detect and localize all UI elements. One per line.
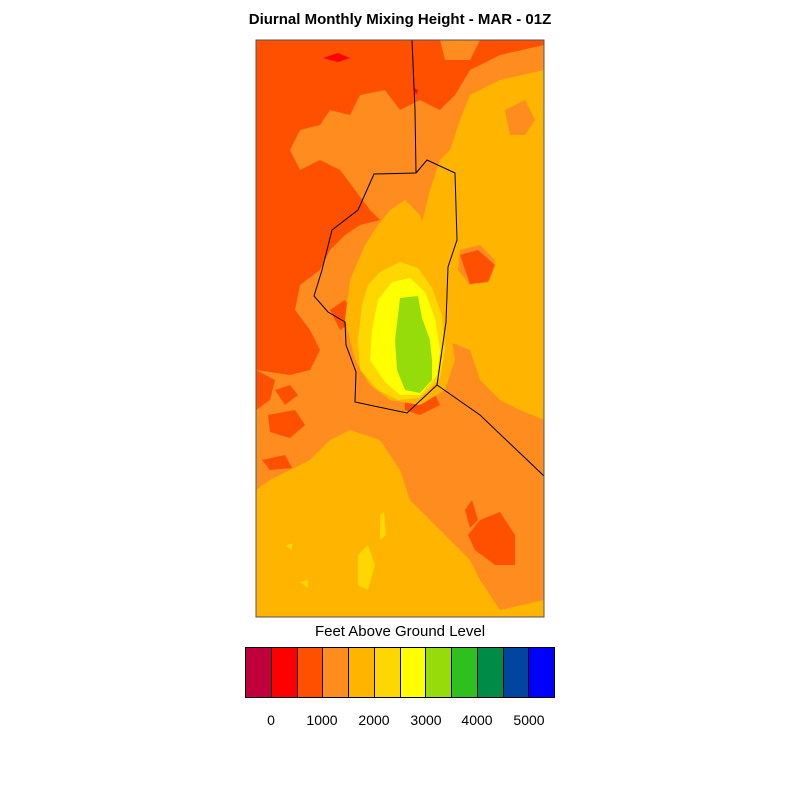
colorbar-tick-label: 3000 xyxy=(410,712,442,728)
colorbar-tick-label: 5000 xyxy=(513,712,545,728)
colorbar-swatch xyxy=(400,648,427,697)
colorbar-swatch xyxy=(529,648,554,697)
colorbar-labels: 0 1000 2000 3000 4000 5000 xyxy=(0,712,800,732)
colorbar-tick-label: 0 xyxy=(267,712,275,728)
field-max-region xyxy=(395,296,432,393)
boundary-line xyxy=(313,40,458,414)
colorbar-swatch xyxy=(271,648,298,697)
colorbar-swatch xyxy=(246,648,272,697)
colorbar-swatch xyxy=(426,648,452,697)
field-red-orange-region xyxy=(256,40,544,375)
colorbar-swatch xyxy=(503,648,530,697)
colorbar-swatch xyxy=(477,648,504,697)
colorbar-tick-label: 1000 xyxy=(306,712,338,728)
colorbar-swatch xyxy=(349,648,375,697)
map-frame xyxy=(255,39,545,618)
colorbar xyxy=(245,647,555,698)
colorbar-swatch xyxy=(452,648,478,697)
colorbar-title: Feet Above Ground Level xyxy=(314,623,486,640)
colorbar-tick-label: 2000 xyxy=(358,712,390,728)
map-title: Diurnal Monthly Mixing Height - MAR - 01… xyxy=(248,11,552,28)
colorbar-swatch xyxy=(374,648,401,697)
colorbar-swatch xyxy=(297,648,324,697)
boundary-line xyxy=(436,384,544,477)
colorbar-tick-label: 4000 xyxy=(461,712,493,728)
colorbar-swatch xyxy=(323,648,349,697)
